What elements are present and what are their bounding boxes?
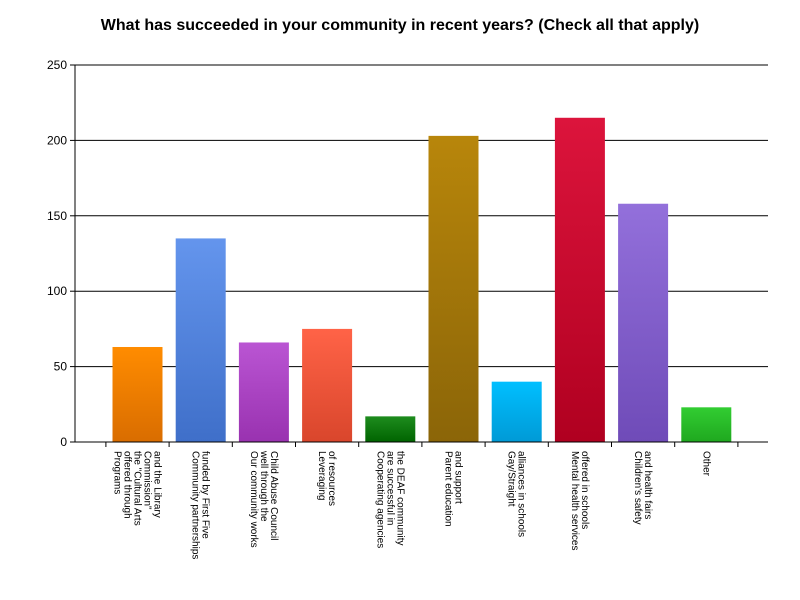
x-tick-label: Leveragingof resources bbox=[316, 451, 337, 506]
bar bbox=[554, 117, 605, 442]
bar bbox=[491, 381, 542, 442]
bar bbox=[112, 346, 163, 442]
bar bbox=[302, 328, 353, 442]
y-tick-label: 100 bbox=[47, 284, 67, 298]
bar bbox=[618, 203, 669, 442]
x-tick-label: Programsoffered throughthe "Cultural Art… bbox=[112, 451, 163, 526]
y-tick-label: 50 bbox=[54, 360, 68, 374]
x-tick-label: Mental health servicesoffered in schools bbox=[569, 451, 590, 551]
bar bbox=[238, 342, 289, 442]
bar bbox=[681, 407, 732, 442]
bar bbox=[365, 416, 416, 442]
y-tick-label: 150 bbox=[47, 209, 67, 223]
x-tick-label: Parent educationand support bbox=[443, 451, 464, 527]
y-tick-label: 0 bbox=[60, 435, 67, 449]
bar bbox=[175, 238, 226, 442]
chart-title: What has succeeded in your community in … bbox=[100, 17, 700, 34]
y-tick-label: 250 bbox=[47, 58, 67, 72]
x-axis-labels: Programsoffered throughthe "Cultural Art… bbox=[112, 450, 712, 559]
x-tick-label: Community partnershipsfunded by First Fi… bbox=[190, 451, 211, 559]
y-axis: 0 50 100 150 200 250 bbox=[47, 58, 76, 449]
x-tick-label: Gay/Straightalliances in schools bbox=[506, 451, 527, 537]
x-tick-label: Children's safetyand health fairs bbox=[632, 451, 653, 525]
y-tick-label: 200 bbox=[47, 133, 67, 147]
bar bbox=[428, 135, 479, 442]
x-axis bbox=[75, 441, 768, 447]
x-tick-label: Our community workswell through theChild… bbox=[248, 450, 279, 548]
bars bbox=[112, 117, 732, 442]
x-tick-label: Other bbox=[700, 451, 711, 477]
x-tick-label: Cooperating agenciesare successful inthe… bbox=[374, 451, 405, 548]
